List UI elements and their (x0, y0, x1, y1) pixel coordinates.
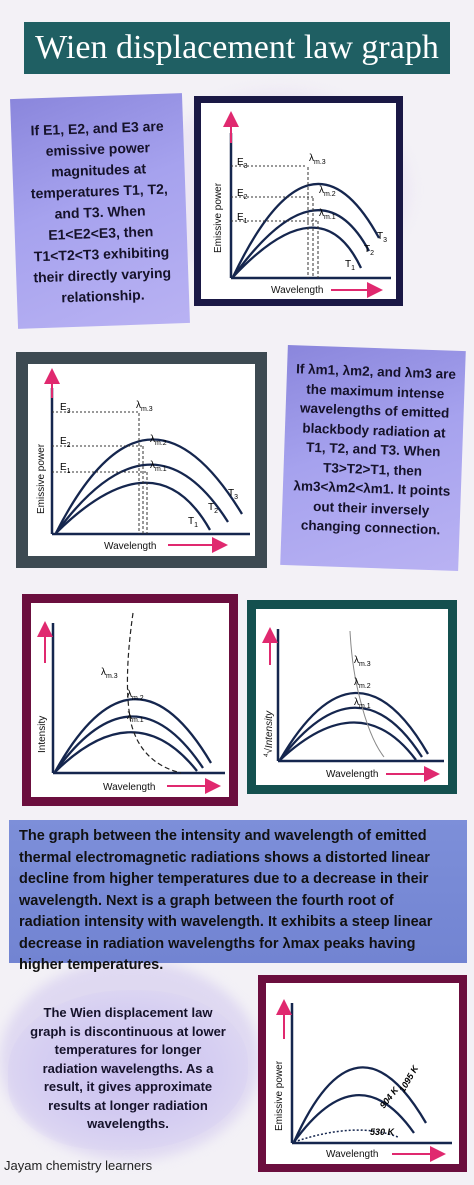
label-lm3: λm.3 (101, 667, 118, 680)
curve-low (54, 731, 198, 773)
x-axis-label: Wavelength (326, 769, 378, 780)
label-e3: E3 (60, 402, 71, 415)
label-e2: E2 (237, 188, 248, 201)
y-axis-label: Emissive power (274, 1060, 285, 1131)
y-axis-label: Intensity (37, 716, 48, 753)
graph-temperature-curves-svg: Emissive power Wavelength 1095 K 904 K 5… (274, 999, 452, 1162)
info-card-wavelength-text: If λm1, λm2, and λm3 are the maximum int… (293, 361, 457, 538)
y-axis-label: 4√Intensity (263, 710, 275, 757)
info-card-emissive-power: If E1, E2, and E3 are emissive power mag… (10, 93, 190, 329)
label-e1: E1 (60, 462, 71, 475)
label-t3: T3 (228, 488, 238, 501)
label-t2: T2 (208, 502, 218, 515)
curve-t1 (232, 226, 363, 278)
label-lm1: λm.1 (150, 460, 167, 473)
curve-t2 (55, 463, 229, 534)
info-card-emissive-power-text: If E1, E2, and E3 are emissive power mag… (30, 117, 172, 306)
graph-emissive-power-2: Emissive power Wavelength E3 E2 E1 λm.3 … (16, 352, 267, 568)
graph-emissive-power-1: Emissive power Wavelength E3 E2 E1 λm.3 … (194, 96, 403, 306)
explanation-band: The graph between the intensity and wave… (9, 820, 467, 973)
label-t1: T1 (345, 259, 355, 272)
explanation-text: The graph between the intensity and wave… (19, 828, 433, 973)
page-title: Wien displacement law graph (24, 22, 450, 74)
graph-emissive-power-2-svg: Emissive power Wavelength E3 E2 E1 λm.3 … (36, 368, 250, 553)
graph-fourth-root-intensity: 4√Intensity Wavelength λm.3 λm.2 λm.1 (247, 600, 457, 794)
x-axis-label: Wavelength (103, 782, 155, 793)
graph-intensity: Intensity Wavelength λm.3 λm.2 λm.1 (22, 594, 238, 806)
curve-904k (293, 1094, 415, 1143)
label-lm2: λm.2 (354, 677, 371, 690)
label-lm3: λm.3 (309, 153, 326, 166)
label-t1: T1 (188, 516, 198, 529)
graph-emissive-power-1-svg: Emissive power Wavelength E3 E2 E1 λm.3 … (213, 111, 391, 298)
label-lm1: λm.1 (319, 208, 336, 221)
label-t3: T3 (377, 231, 387, 244)
label-lm3: λm.3 (136, 400, 153, 413)
wien-locus (349, 630, 385, 758)
y-axis-label: Emissive power (213, 182, 224, 253)
curve-t3 (231, 182, 381, 278)
x-axis-label: Wavelength (271, 285, 323, 296)
info-card-discontinuous-text: The Wien displacement law graph is disco… (30, 1005, 226, 1131)
y-axis-label: Emissive power (36, 443, 47, 514)
label-lm2: λm.2 (319, 185, 336, 198)
label-t2: T2 (364, 244, 374, 257)
info-card-discontinuous: The Wien displacement law graph is disco… (8, 990, 248, 1150)
curve-1095k (292, 1066, 427, 1143)
label-e1: E1 (237, 212, 248, 225)
curve-t2 (232, 209, 371, 278)
credit-text: Jayam chemistry learners (4, 1158, 153, 1173)
graph-fourth-root-intensity-svg: 4√Intensity Wavelength λm.3 λm.2 λm.1 (262, 627, 444, 782)
curve-low (279, 721, 417, 761)
curve-t3 (54, 438, 243, 534)
label-lm2: λm.2 (150, 434, 167, 447)
label-e2: E2 (60, 436, 71, 449)
label-e3: E3 (237, 157, 248, 170)
x-axis-label: Wavelength (104, 541, 156, 552)
label-1095k: 1095 K (397, 1063, 421, 1094)
label-lm1: λm.1 (127, 711, 144, 724)
curve-530k (293, 1129, 399, 1143)
label-lm3: λm.3 (354, 655, 371, 668)
curve-high (279, 691, 429, 761)
curve-t1 (55, 481, 212, 534)
graph-temperature-curves: Emissive power Wavelength 1095 K 904 K 5… (258, 975, 467, 1172)
x-axis-label: Wavelength (326, 1149, 378, 1160)
curve-mid (54, 715, 204, 773)
label-530k: 530 K (370, 1127, 396, 1137)
info-card-wavelength: If λm1, λm2, and λm3 are the maximum int… (280, 344, 466, 572)
curve-high (53, 698, 212, 773)
label-lm2: λm.2 (127, 689, 144, 702)
graph-intensity-svg: Intensity Wavelength λm.3 λm.2 λm.1 (37, 612, 225, 794)
wien-locus (126, 612, 182, 774)
label-lm1: λm.1 (354, 697, 371, 710)
curve-mid (279, 706, 423, 761)
